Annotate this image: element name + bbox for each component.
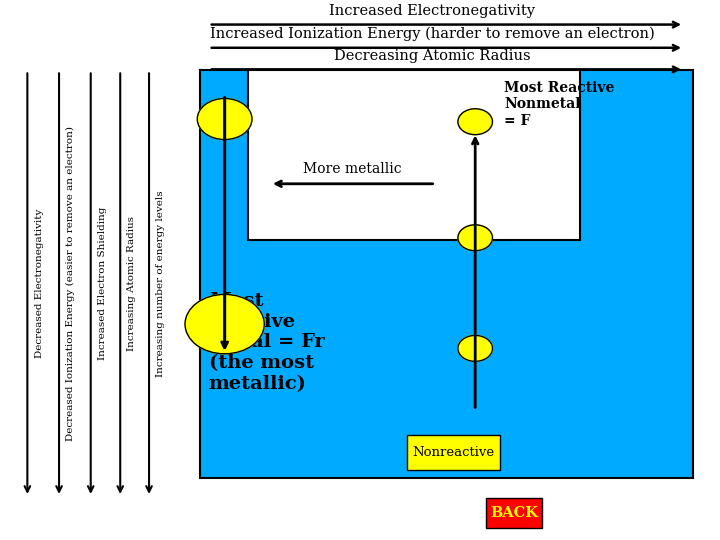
Text: Increased Ionization Energy (harder to remove an electron): Increased Ionization Energy (harder to r… [210, 27, 654, 41]
Text: BACK: BACK [490, 507, 538, 520]
Circle shape [458, 335, 492, 361]
Bar [486, 498, 542, 528]
Text: Nonreactive: Nonreactive [413, 446, 495, 459]
Text: Increased Electronegativity: Increased Electronegativity [329, 4, 535, 18]
Text: Increased Electron Shielding: Increased Electron Shielding [98, 207, 107, 360]
Bar [248, 70, 580, 240]
Text: Most
reactive
metal = Fr
(the most
metallic): Most reactive metal = Fr (the most metal… [209, 292, 325, 393]
Bar [407, 435, 500, 470]
Circle shape [197, 98, 252, 139]
Text: Most Reactive
Nonmetal
= F: Most Reactive Nonmetal = F [504, 81, 614, 127]
Text: Increasing Atomic Radius: Increasing Atomic Radius [127, 216, 137, 351]
Text: Decreased Electronegativity: Decreased Electronegativity [35, 209, 44, 359]
Circle shape [458, 109, 492, 134]
Text: Increasing number of energy levels: Increasing number of energy levels [156, 190, 166, 377]
Bar [200, 70, 693, 478]
Text: Decreased Ionization Energy (easier to remove an electron): Decreased Ionization Energy (easier to r… [66, 126, 76, 441]
Text: More metallic: More metallic [304, 162, 402, 176]
Text: Decreasing Atomic Radius: Decreasing Atomic Radius [333, 49, 531, 63]
Circle shape [458, 225, 492, 251]
Circle shape [185, 294, 264, 354]
